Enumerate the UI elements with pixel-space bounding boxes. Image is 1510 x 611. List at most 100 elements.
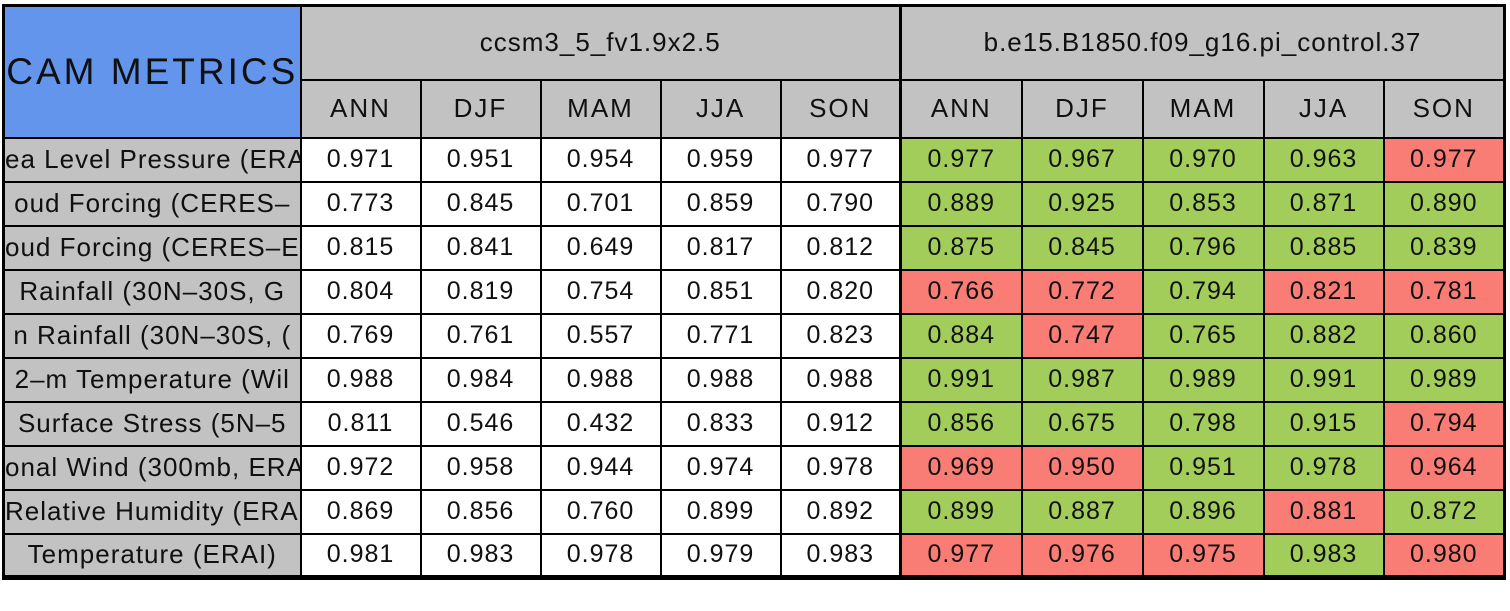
value-cell: 0.983 — [419, 532, 542, 579]
value-cell: 0.978 — [779, 444, 902, 491]
season-header: DJF — [419, 78, 542, 139]
value-cell: 0.899 — [899, 488, 1023, 535]
season-header: ANN — [299, 78, 422, 139]
value-cell: 0.812 — [779, 224, 902, 271]
value-cell: 0.760 — [539, 488, 662, 535]
value-cell: 0.841 — [419, 224, 542, 271]
value-cell: 0.978 — [1262, 444, 1385, 491]
value-cell: 0.856 — [419, 488, 542, 535]
value-cell: 0.761 — [419, 312, 542, 359]
season-header: JJA — [659, 78, 782, 139]
value-cell: 0.794 — [1382, 400, 1506, 447]
value-cell: 0.817 — [659, 224, 782, 271]
value-cell: 0.989 — [1382, 356, 1506, 403]
value-cell: 0.804 — [299, 268, 422, 315]
value-cell: 0.967 — [1020, 136, 1144, 183]
value-cell: 0.815 — [299, 224, 422, 271]
metric-label: Temperature (ERAI) — [2, 532, 302, 579]
table-row: Surface Stress (5N–5 0.811 0.546 0.432 0… — [2, 400, 1506, 447]
value-cell: 0.790 — [779, 180, 902, 227]
value-cell: 0.963 — [1262, 136, 1385, 183]
table-row: onal Wind (300mb, ERA 0.972 0.958 0.944 … — [2, 444, 1506, 491]
value-cell: 0.821 — [1262, 268, 1385, 315]
metric-label: Surface Stress (5N–5 — [2, 400, 302, 447]
value-cell: 0.845 — [419, 180, 542, 227]
value-cell: 0.896 — [1141, 488, 1265, 535]
value-cell: 0.772 — [1020, 268, 1144, 315]
value-cell: 0.988 — [779, 356, 902, 403]
value-cell: 0.889 — [899, 180, 1023, 227]
table-row: 2–m Temperature (Wil 0.988 0.984 0.988 0… — [2, 356, 1506, 403]
value-cell: 0.972 — [299, 444, 422, 491]
value-cell: 0.959 — [659, 136, 782, 183]
value-cell: 0.958 — [419, 444, 542, 491]
value-cell: 0.675 — [1020, 400, 1144, 447]
season-header: JJA — [1262, 78, 1385, 139]
table-row: Temperature (ERAI) 0.981 0.983 0.978 0.9… — [2, 532, 1506, 579]
metric-label: Rainfall (30N–30S, G — [2, 268, 302, 315]
value-cell: 0.969 — [899, 444, 1023, 491]
value-cell: 0.649 — [539, 224, 662, 271]
value-cell: 0.798 — [1141, 400, 1265, 447]
value-cell: 0.872 — [1382, 488, 1506, 535]
value-cell: 0.781 — [1382, 268, 1506, 315]
value-cell: 0.970 — [1141, 136, 1265, 183]
metric-label: ea Level Pressure (ERA — [2, 136, 302, 183]
value-cell: 0.869 — [299, 488, 422, 535]
value-cell: 0.984 — [419, 356, 542, 403]
value-cell: 0.890 — [1382, 180, 1506, 227]
value-cell: 0.871 — [1262, 180, 1385, 227]
value-cell: 0.951 — [419, 136, 542, 183]
value-cell: 0.875 — [899, 224, 1023, 271]
table-title: CAM METRICS — [2, 4, 302, 139]
value-cell: 0.950 — [1020, 444, 1144, 491]
value-cell: 0.912 — [779, 400, 902, 447]
value-cell: 0.976 — [1020, 532, 1144, 579]
value-cell: 0.988 — [659, 356, 782, 403]
value-cell: 0.773 — [299, 180, 422, 227]
value-cell: 0.991 — [899, 356, 1023, 403]
value-cell: 0.991 — [1262, 356, 1385, 403]
table-row: Relative Humidity (ERAI 0.869 0.856 0.76… — [2, 488, 1506, 535]
metric-label: 2–m Temperature (Wil — [2, 356, 302, 403]
model1-name: ccsm3_5_fv1.9x2.5 — [299, 4, 902, 81]
value-cell: 0.885 — [1262, 224, 1385, 271]
value-cell: 0.988 — [299, 356, 422, 403]
value-cell: 0.981 — [299, 532, 422, 579]
value-cell: 0.796 — [1141, 224, 1265, 271]
value-cell: 0.754 — [539, 268, 662, 315]
season-header: MAM — [539, 78, 662, 139]
metric-label: onal Wind (300mb, ERA — [2, 444, 302, 491]
value-cell: 0.701 — [539, 180, 662, 227]
value-cell: 0.839 — [1382, 224, 1506, 271]
metric-label: Relative Humidity (ERAI — [2, 488, 302, 535]
value-cell: 0.887 — [1020, 488, 1144, 535]
value-cell: 0.851 — [659, 268, 782, 315]
value-cell: 0.974 — [659, 444, 782, 491]
value-cell: 0.977 — [779, 136, 902, 183]
value-cell: 0.794 — [1141, 268, 1265, 315]
value-cell: 0.983 — [1262, 532, 1385, 579]
value-cell: 0.820 — [779, 268, 902, 315]
value-cell: 0.845 — [1020, 224, 1144, 271]
value-cell: 0.977 — [899, 532, 1023, 579]
table-row: oud Forcing (CERES–E 0.815 0.841 0.649 0… — [2, 224, 1506, 271]
cam-metrics-table: CAM METRICS ccsm3_5_fv1.9x2.5 b.e15.B185… — [2, 4, 1506, 580]
table-row: oud Forcing (CERES– 0.773 0.845 0.701 0.… — [2, 180, 1506, 227]
season-header: ANN — [899, 78, 1023, 139]
value-cell: 0.899 — [659, 488, 782, 535]
page: CAM METRICS ccsm3_5_fv1.9x2.5 b.e15.B185… — [2, 4, 1506, 580]
value-cell: 0.975 — [1141, 532, 1265, 579]
value-cell: 0.765 — [1141, 312, 1265, 359]
season-header: MAM — [1141, 78, 1265, 139]
metric-label: oud Forcing (CERES–E — [2, 224, 302, 271]
value-cell: 0.944 — [539, 444, 662, 491]
value-cell: 0.977 — [899, 136, 1023, 183]
model2-name: b.e15.B1850.f09_g16.pi_control.37 — [899, 4, 1506, 81]
value-cell: 0.915 — [1262, 400, 1385, 447]
value-cell: 0.881 — [1262, 488, 1385, 535]
value-cell: 0.988 — [539, 356, 662, 403]
value-cell: 0.546 — [419, 400, 542, 447]
table-row: ea Level Pressure (ERA 0.971 0.951 0.954… — [2, 136, 1506, 183]
value-cell: 0.769 — [299, 312, 422, 359]
